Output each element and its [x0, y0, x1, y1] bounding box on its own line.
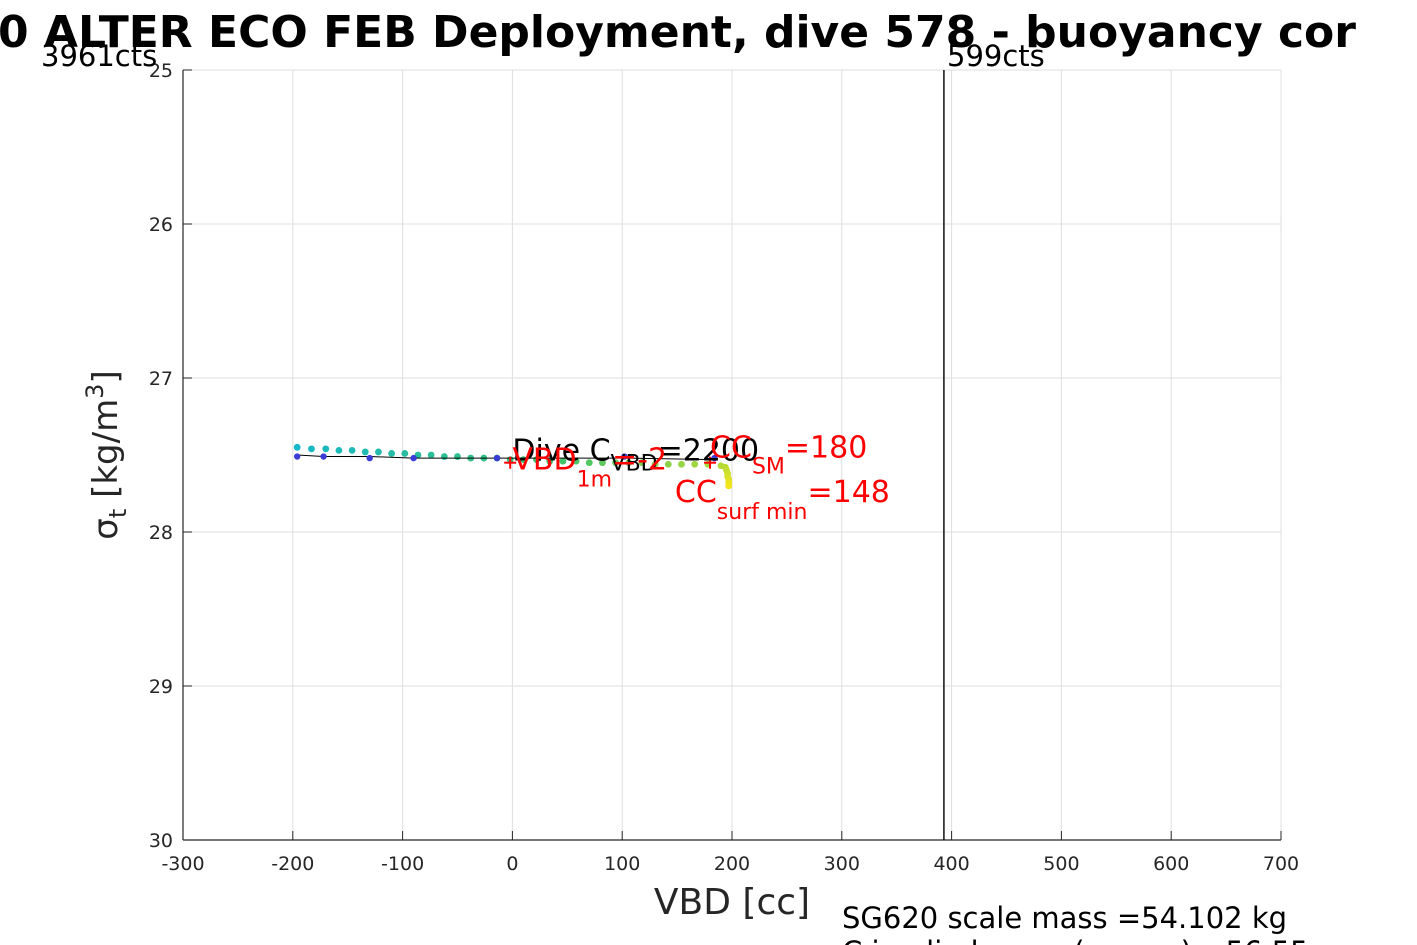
chart-title: 0 ALTER ECO FEB Deployment, dive 578 - b…: [0, 7, 1356, 58]
x-tick-label: 200: [714, 853, 750, 875]
x-tick-label: 600: [1153, 853, 1189, 875]
annotation-dive-cvbd-value: =2200: [658, 433, 759, 468]
data-point: [612, 459, 620, 467]
series-marker: [320, 453, 327, 460]
footer-implied-mass: C implied mass (sensor) =56.55: [842, 935, 1309, 945]
data-point: [678, 460, 685, 468]
corner-label-right: 599cts: [947, 39, 1045, 73]
x-tick-label: 300: [824, 853, 860, 875]
data-point: [546, 457, 554, 465]
y-tick-label: 27: [149, 368, 173, 390]
annotation-cc-sm: CCSM=180: [710, 430, 867, 479]
x-tick-label: 500: [1043, 853, 1079, 875]
corner-label-left: 3961cts: [41, 39, 157, 73]
data-point: [322, 445, 330, 453]
data-point: [559, 457, 567, 465]
y-tick-label: 29: [149, 676, 173, 698]
x-tick-label: 100: [604, 853, 640, 875]
annotation-vbd-1m-prefix: VBD: [512, 443, 576, 478]
data-point: [585, 459, 593, 467]
annotation-cc-surf-min-sub: surf min: [717, 500, 808, 525]
y-axis-label-main: σ: [86, 518, 126, 540]
annotation-cc-surf-min: CCsurf min=148: [675, 475, 890, 525]
y-axis-label-unit-sup: 3: [81, 384, 109, 399]
data-point: [375, 448, 382, 456]
data-point: [664, 460, 672, 468]
y-tick-label: 25: [149, 60, 173, 82]
annotation-vbd-1m: VBD1m=-2: [512, 443, 667, 493]
axes: -300 -200 -100 0 100 200 300 400 500 600 700 25 26 27…: [149, 60, 1299, 875]
y-axis-label-unit-close: ]: [86, 370, 126, 383]
x-tick-label: 700: [1263, 853, 1299, 875]
data-point: [427, 451, 435, 459]
data-point: [638, 459, 646, 467]
data-point: [725, 482, 733, 490]
annotation-cc-sm-prefix: CC: [710, 430, 752, 465]
y-axis-label-unit: [kg/m: [86, 399, 126, 509]
footer-scale-mass: SG620 scale mass =54.102 kg: [842, 901, 1287, 935]
y-tick-label: 30: [149, 830, 173, 852]
data-point: [454, 453, 461, 460]
annotation-dive-cvbd: Dive CVBD=2200: [512, 433, 759, 476]
x-tick-label: -300: [161, 853, 204, 875]
data-point: [401, 450, 409, 457]
x-tick-label: -100: [381, 853, 424, 875]
annotation-vbd-1m-value: =-2: [612, 443, 667, 478]
data-point: [308, 445, 315, 453]
annotation-cc-sm-value: =180: [785, 430, 867, 465]
data-point: [440, 453, 448, 460]
annotation-vbd-1m-sub: 1m: [577, 468, 612, 493]
data-point: [691, 460, 699, 468]
data-point: [599, 459, 606, 467]
y-axis-label-sub: t: [104, 509, 132, 518]
annotation-cc-surf-min-value: =148: [807, 475, 889, 510]
data-point: [651, 460, 659, 468]
annotations: Dive CVBD=2200 VBD1m=-2 CCSM=180 CCsurf …: [512, 430, 890, 525]
series-marker: [366, 454, 373, 462]
data-point: [348, 446, 356, 454]
data-point: [388, 450, 396, 457]
series-marker: [410, 454, 417, 462]
annotation-dive-cvbd-prefix: Dive C: [512, 433, 610, 468]
x-axis-label: VBD [cc]: [654, 882, 810, 923]
series-marker: [493, 454, 501, 462]
series-layer: [293, 443, 733, 490]
y-axis-label: σt [kg/m3]: [81, 370, 132, 539]
x-tick-label: -200: [271, 853, 314, 875]
data-point: [293, 443, 301, 451]
x-tick-label: 0: [506, 853, 518, 875]
data-point: [335, 446, 343, 454]
series-marker: [293, 453, 301, 460]
series-marker: [621, 453, 628, 460]
data-point: [572, 457, 580, 465]
x-tick-label: 400: [933, 853, 969, 875]
data-point: [625, 459, 633, 467]
y-tick-label: 26: [149, 214, 173, 236]
series-marker: [711, 454, 718, 462]
annotation-cc-surf-min-prefix: CC: [675, 475, 717, 510]
annotation-dive-cvbd-sub: VBD: [611, 451, 658, 476]
data-point: [361, 448, 369, 456]
annotation-cc-sm-sub: SM: [752, 454, 785, 479]
y-tick-label: 28: [149, 522, 173, 544]
